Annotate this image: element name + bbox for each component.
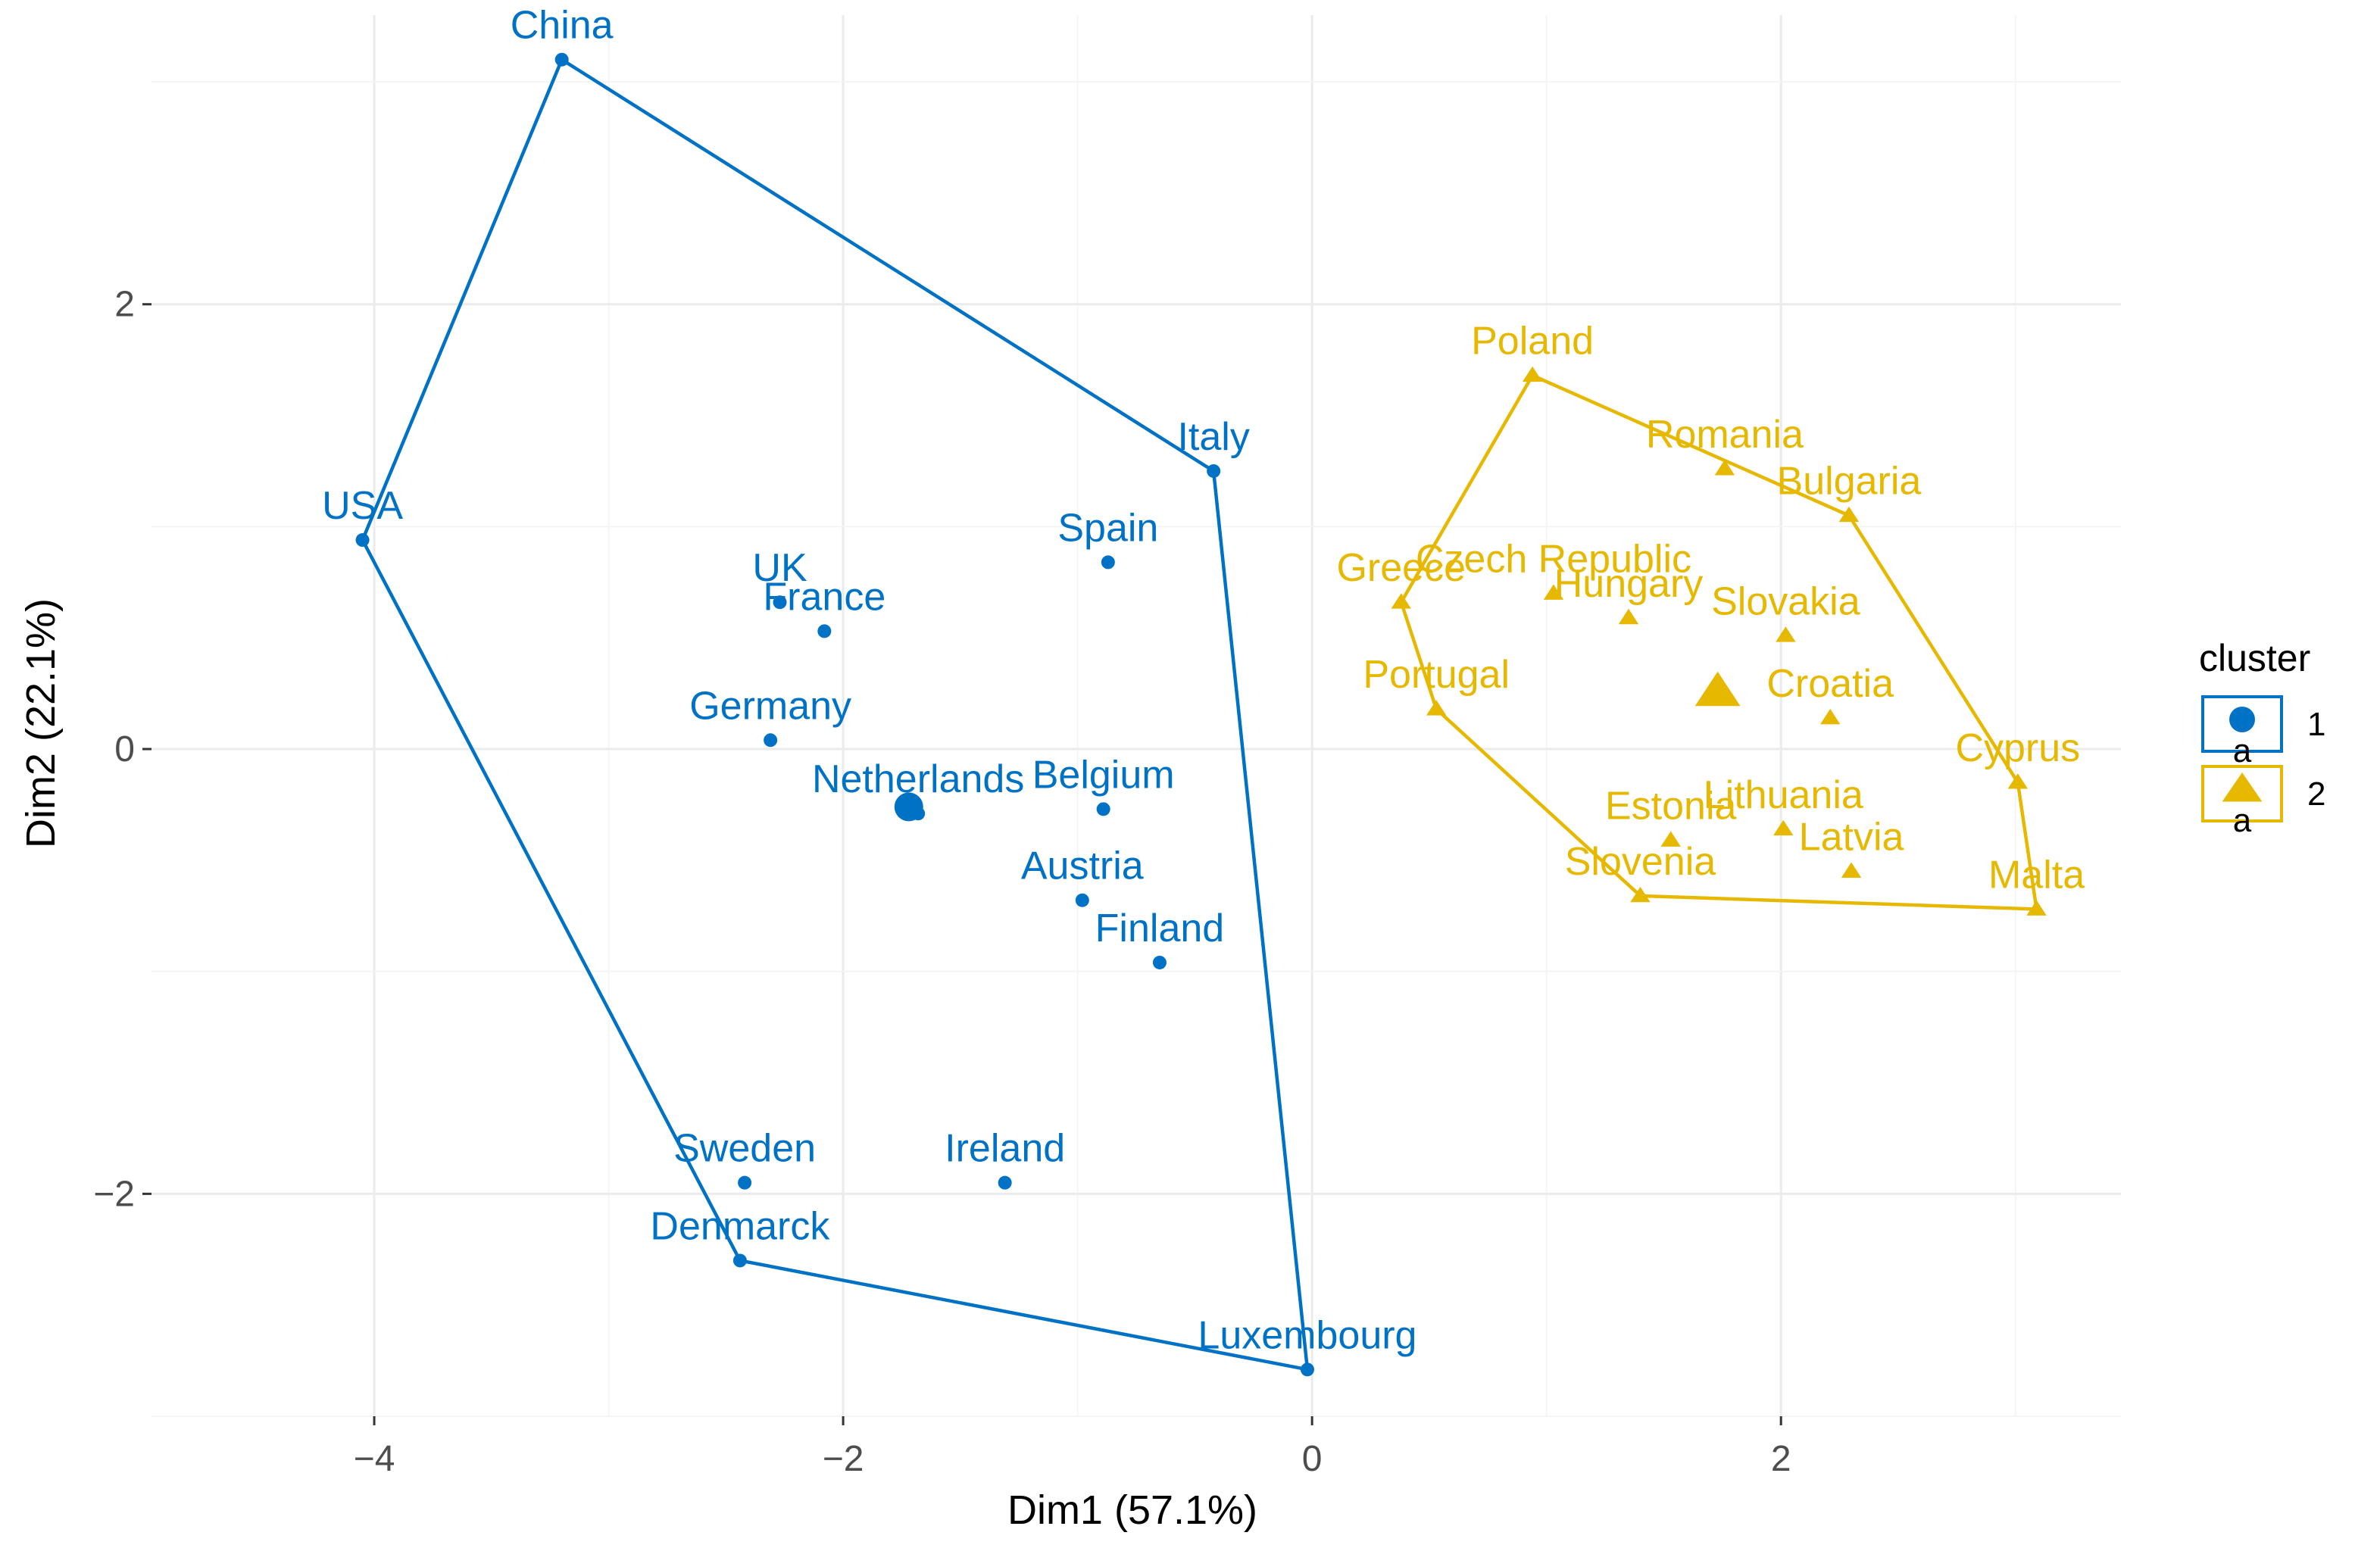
legend: cluster a 1 a 2 xyxy=(2199,637,2325,839)
legend-label-1: 1 xyxy=(2307,706,2325,743)
legend-title: cluster xyxy=(2199,637,2310,679)
legend-glyph-text: a xyxy=(2233,732,2252,769)
point-germany xyxy=(764,733,778,747)
point-hungary xyxy=(1618,608,1639,625)
cluster-1-hull xyxy=(361,58,1310,1372)
label-romania: Romania xyxy=(1646,413,1804,457)
label-china: China xyxy=(511,4,614,48)
point-cyprus xyxy=(2007,773,2029,789)
label-sweden: Sweden xyxy=(673,1127,816,1171)
x-tick-label: 0 xyxy=(1302,1439,1323,1479)
point-slovakia xyxy=(1776,626,1796,642)
label-italy: Italy xyxy=(1177,415,1249,459)
plot-panel-background xyxy=(151,15,2121,1416)
label-estonia: Estonia xyxy=(1605,784,1737,828)
x-axis-title: Dim1 (57.1%) xyxy=(1007,1487,1257,1533)
label-denmarck: Denmarck xyxy=(650,1204,830,1248)
label-slovenia: Slovenia xyxy=(1565,840,1716,884)
point-spain xyxy=(1101,555,1115,570)
point-belgium xyxy=(1096,802,1110,816)
label-germany: Germany xyxy=(689,684,851,728)
y-tick-label: −2 xyxy=(93,1174,135,1214)
axes: −4 −2 0 2 −2 0 2 xyxy=(93,285,1791,1479)
cluster-hulls xyxy=(361,58,2038,1372)
point-poland xyxy=(1522,366,1543,382)
point-czech-republic xyxy=(1543,584,1564,600)
label-ireland: Ireland xyxy=(945,1127,1065,1171)
point-finland xyxy=(1152,955,1167,969)
label-uk: UK xyxy=(752,546,807,590)
cluster-2-center xyxy=(1694,671,1741,707)
label-finland: Finland xyxy=(1095,907,1225,950)
point-portugal xyxy=(1426,700,1447,716)
point-austria xyxy=(1075,893,1089,907)
cluster-2-hull xyxy=(1399,373,2038,911)
point-bulgaria xyxy=(1838,506,1860,523)
x-tick-label: −4 xyxy=(354,1439,395,1479)
y-axis-title: Dim2 (22.1%) xyxy=(18,598,64,848)
point-luxembourg xyxy=(1300,1362,1314,1377)
label-greece: Greece xyxy=(1336,546,1466,590)
x-tick-label: −2 xyxy=(823,1439,864,1479)
label-latvia: Latvia xyxy=(1799,816,1904,860)
label-netherlands: Netherlands xyxy=(812,757,1024,801)
point-latvia xyxy=(1841,862,1862,878)
point-china xyxy=(554,52,569,67)
point-romania xyxy=(1714,460,1735,476)
label-portugal: Portugal xyxy=(1363,653,1510,697)
label-lithuania: Lithuania xyxy=(1704,773,1863,817)
point-uk xyxy=(773,595,787,610)
point-estonia xyxy=(1660,831,1681,847)
point-ireland xyxy=(998,1175,1012,1190)
label-hungary: Hungary xyxy=(1554,562,1704,606)
label-usa: USA xyxy=(322,484,403,528)
point-sweden xyxy=(738,1175,752,1190)
point-france xyxy=(817,624,832,638)
legend-circle-icon xyxy=(2229,707,2255,732)
cluster-1-center xyxy=(894,792,923,822)
point-lithuania xyxy=(1773,819,1794,836)
label-cyprus: Cyprus xyxy=(1955,726,2080,770)
point-denmarck xyxy=(732,1253,747,1268)
legend-label-2: 2 xyxy=(2307,776,2325,813)
grid-lines xyxy=(151,15,2121,1417)
y-tick-label: 2 xyxy=(114,285,135,325)
legend-glyph-text: a xyxy=(2233,802,2252,839)
legend-triangle-icon xyxy=(2222,772,2263,802)
label-croatia: Croatia xyxy=(1766,662,1894,706)
label-luxembourg: Luxembourg xyxy=(1198,1313,1416,1357)
label-france: France xyxy=(763,575,885,619)
x-tick-label: 2 xyxy=(1771,1439,1791,1479)
label-belgium: Belgium xyxy=(1032,753,1175,797)
label-slovakia: Slovakia xyxy=(1711,579,1860,623)
label-austria: Austria xyxy=(1021,844,1144,888)
point-usa xyxy=(355,533,370,548)
point-croatia xyxy=(1819,708,1841,725)
label-poland: Poland xyxy=(1471,320,1594,364)
label-malta: Malta xyxy=(1988,853,2085,897)
data-points xyxy=(355,52,2047,1377)
point-greece xyxy=(1391,593,1411,609)
point-malta xyxy=(2026,900,2047,916)
y-tick-label: 0 xyxy=(114,729,135,769)
point-italy xyxy=(1207,463,1221,478)
label-spain: Spain xyxy=(1057,506,1158,550)
point-slovenia xyxy=(1630,886,1651,903)
label-bulgaria: Bulgaria xyxy=(1777,460,1922,504)
label-czech-republic: Czech Republic xyxy=(1416,537,1691,581)
